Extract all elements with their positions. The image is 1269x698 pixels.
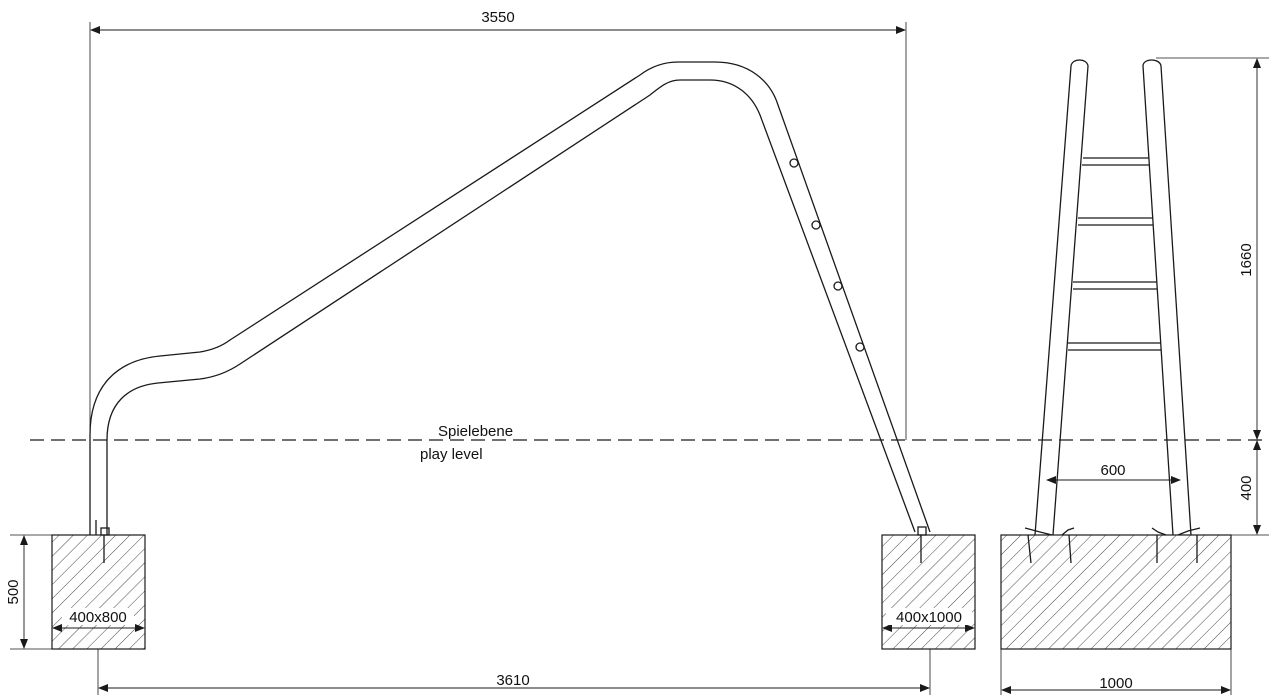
dimension-width-bottom: 3610 — [496, 672, 529, 689]
side-view: 600 1660 400 1000 — [1000, 57, 1269, 695]
dimension-height-lower-label: 400 — [1238, 475, 1255, 500]
slide-tube-outer — [89, 61, 931, 535]
dimension-side-width: 1000 — [1000, 649, 1232, 695]
side-rail-left — [1034, 59, 1089, 536]
play-level-label-en: play level — [420, 446, 483, 463]
footing-right: 400x1000 — [881, 526, 976, 650]
dimension-height-base-label: 500 — [5, 579, 22, 604]
side-rail-right — [1142, 59, 1192, 536]
dimension-rung-span: 600 — [1046, 462, 1181, 484]
footing-left: 400x800 — [51, 520, 146, 650]
slide-tube — [89, 61, 931, 535]
dimension-bottom: 3610 — [97, 649, 931, 695]
tube-hole — [789, 158, 799, 168]
dimension-height-base: 500 — [5, 534, 52, 650]
footing-right-size: 400x1000 — [896, 609, 962, 626]
front-view: 3550 400x800 4 — [5, 9, 976, 695]
dimension-side-width-label: 1000 — [1099, 675, 1132, 692]
ladder-rungs — [1068, 157, 1161, 351]
tube-hole — [833, 281, 843, 291]
dimension-height-upper: 1660 — [1156, 57, 1269, 440]
dimension-height-upper-label: 1660 — [1238, 243, 1255, 276]
play-level: Spielebene play level — [30, 423, 1269, 463]
tube-hole — [855, 342, 865, 352]
footing-left-size: 400x800 — [69, 609, 127, 626]
footing-side — [1000, 527, 1232, 650]
play-level-label-de: Spielebene — [438, 423, 513, 440]
dimension-rung-span-label: 600 — [1100, 462, 1125, 479]
dimension-width-top: 3550 — [481, 9, 514, 26]
tube-hole — [811, 220, 821, 230]
slide-tube-inner — [106, 79, 916, 535]
dimension-height-lower: 400 — [1231, 440, 1269, 536]
dimension-top: 3550 — [89, 9, 907, 440]
